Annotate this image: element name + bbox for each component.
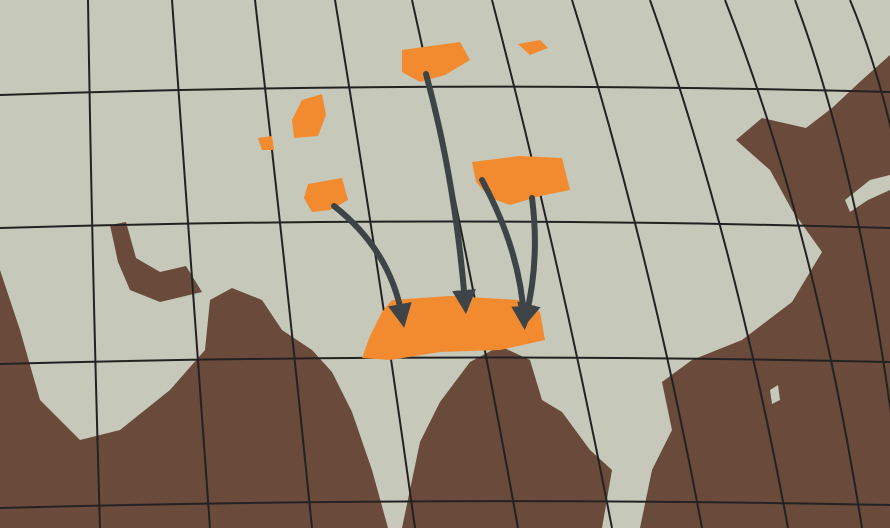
region xyxy=(472,156,570,205)
parallel xyxy=(0,500,890,509)
meridian xyxy=(794,0,890,414)
arrow xyxy=(517,195,541,328)
region xyxy=(518,40,548,55)
meridian xyxy=(571,0,703,528)
region xyxy=(292,94,326,138)
meridian xyxy=(254,0,313,528)
sea xyxy=(0,55,890,528)
parallel xyxy=(0,220,890,229)
arabian-sea xyxy=(0,270,388,528)
pacific xyxy=(640,55,890,528)
arrow xyxy=(423,71,476,314)
parallel xyxy=(0,356,890,365)
islands xyxy=(770,175,890,404)
taiwan xyxy=(770,385,780,404)
japan xyxy=(845,175,890,212)
meridian xyxy=(171,0,211,528)
region xyxy=(402,42,470,82)
meridian xyxy=(849,0,890,129)
region xyxy=(304,178,348,212)
arrow xyxy=(331,203,412,328)
meridian xyxy=(649,0,789,528)
meridian xyxy=(491,0,613,528)
meridian xyxy=(724,0,863,528)
meridian xyxy=(334,0,416,528)
region xyxy=(258,136,274,150)
meridian xyxy=(87,0,101,528)
parallel xyxy=(0,85,890,96)
persian-gulf xyxy=(110,222,202,302)
arrows xyxy=(331,71,541,330)
bay-of-bengal xyxy=(402,346,612,528)
